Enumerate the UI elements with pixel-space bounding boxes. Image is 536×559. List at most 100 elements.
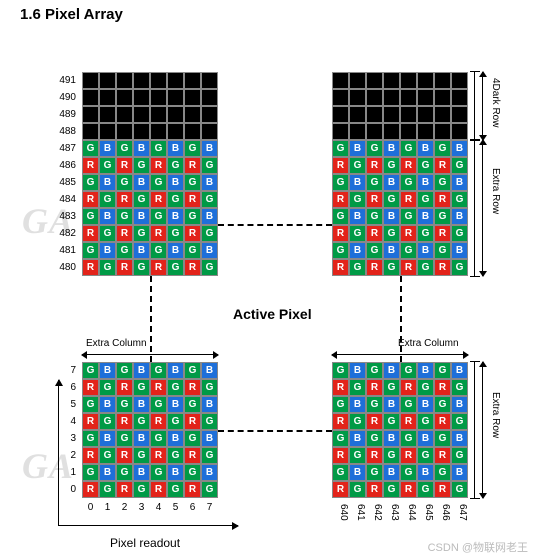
pixel-cell: G	[184, 464, 201, 481]
dash-bottom	[218, 430, 332, 432]
pixel-cell	[451, 89, 468, 106]
pixel-cell: R	[150, 157, 167, 174]
pixel-cell: R	[400, 157, 417, 174]
pixel-cell: G	[201, 157, 218, 174]
pixel-cell: G	[167, 447, 184, 464]
pixel-cell: G	[417, 191, 434, 208]
axis-tick: 5	[60, 396, 80, 413]
dark-row-label: 4Dark Row	[490, 78, 501, 127]
axis-tick: 644	[400, 500, 417, 524]
pixel-cell: G	[116, 208, 133, 225]
pixel-cell: G	[366, 140, 383, 157]
pixel-cell: G	[383, 157, 400, 174]
pixel-cell: G	[99, 379, 116, 396]
pixel-cell	[150, 89, 167, 106]
pixel-cell: G	[184, 430, 201, 447]
pixel-cell: B	[99, 140, 116, 157]
pixel-cell	[99, 72, 116, 89]
pixel-cell: R	[82, 157, 99, 174]
pixel-cell: R	[150, 379, 167, 396]
pixel-cell: R	[150, 191, 167, 208]
pixel-cell: G	[150, 140, 167, 157]
pixel-cell: B	[99, 464, 116, 481]
pixel-cell	[150, 106, 167, 123]
pixel-cell	[201, 123, 218, 140]
grid-bottom-right: GBGBGBGBRGRGRGRGGBGBGBGBRGRGRGRGGBGBGBGB…	[332, 362, 468, 498]
pixel-cell: B	[99, 242, 116, 259]
pixel-cell: B	[383, 140, 400, 157]
pixel-cell: G	[451, 481, 468, 498]
axis-tick: 487	[52, 140, 80, 157]
pixel-cell: B	[383, 242, 400, 259]
pixel-cell: R	[150, 259, 167, 276]
pixel-cell	[366, 72, 383, 89]
pixel-cell: B	[133, 430, 150, 447]
pixel-cell: G	[332, 430, 349, 447]
pixel-cell: G	[116, 362, 133, 379]
pixel-cell: B	[133, 208, 150, 225]
pixel-cell: G	[201, 379, 218, 396]
pixel-cell: G	[366, 242, 383, 259]
axis-tick: 5	[167, 502, 184, 513]
pixel-cell: G	[400, 174, 417, 191]
pixel-cell: G	[133, 225, 150, 242]
pixel-cell: B	[451, 174, 468, 191]
axis-tick: 488	[52, 123, 80, 140]
pixel-cell: B	[201, 464, 218, 481]
pixel-cell: G	[116, 464, 133, 481]
pixel-cell: B	[383, 464, 400, 481]
pixel-cell: G	[116, 396, 133, 413]
pixel-cell: B	[417, 208, 434, 225]
axis-tick: 3	[133, 502, 150, 513]
pixel-cell: G	[116, 140, 133, 157]
pixel-cell: G	[150, 242, 167, 259]
pixel-cell: R	[150, 447, 167, 464]
pixel-cell	[82, 106, 99, 123]
pixel-cell: R	[116, 413, 133, 430]
pixel-cell: B	[99, 362, 116, 379]
pixel-cell	[400, 72, 417, 89]
pixel-cell: B	[451, 208, 468, 225]
pixel-cell: R	[150, 225, 167, 242]
pixel-cell: G	[150, 362, 167, 379]
pixel-cell: G	[451, 447, 468, 464]
pixel-cell: G	[366, 362, 383, 379]
pixel-cell: G	[133, 259, 150, 276]
pixel-cell	[201, 89, 218, 106]
axis-tick: 481	[52, 242, 80, 259]
pixel-cell: B	[417, 430, 434, 447]
pixel-cell: R	[434, 481, 451, 498]
pixel-cell: G	[184, 174, 201, 191]
pixel-cell	[184, 106, 201, 123]
axis-tick: 483	[52, 208, 80, 225]
pixel-cell: R	[400, 259, 417, 276]
pixel-cell: B	[201, 174, 218, 191]
pixel-cell	[116, 123, 133, 140]
pixel-cell: G	[167, 379, 184, 396]
pixel-cell: R	[400, 447, 417, 464]
pixel-cell	[434, 72, 451, 89]
axis-tick: 0	[60, 481, 80, 498]
extra-row-bot-arrow	[482, 362, 483, 498]
pixel-cell: B	[133, 362, 150, 379]
pixel-cell: B	[201, 242, 218, 259]
pixel-cell	[82, 89, 99, 106]
axis-tick: 7	[60, 362, 80, 379]
pixel-cell: G	[383, 259, 400, 276]
pixel-cell: G	[133, 157, 150, 174]
dash-left	[150, 276, 152, 362]
extra-row-top-label: Extra Row	[490, 168, 501, 214]
pixel-cell	[116, 72, 133, 89]
pixel-cell: G	[133, 191, 150, 208]
pixel-cell: G	[99, 447, 116, 464]
grid-top-right: GBGBGBGBRGRGRGRGGBGBGBGBRGRGRGRGGBGBGBGB…	[332, 72, 468, 276]
pixel-cell: G	[82, 174, 99, 191]
pixel-cell: B	[349, 208, 366, 225]
pixel-cell: R	[332, 413, 349, 430]
pixel-cell: G	[99, 481, 116, 498]
pixel-cell: G	[332, 396, 349, 413]
extra-row-top-arrow	[482, 140, 483, 276]
axis-tick: 491	[52, 72, 80, 89]
pixel-cell: G	[349, 413, 366, 430]
axis-tick: 4	[60, 413, 80, 430]
